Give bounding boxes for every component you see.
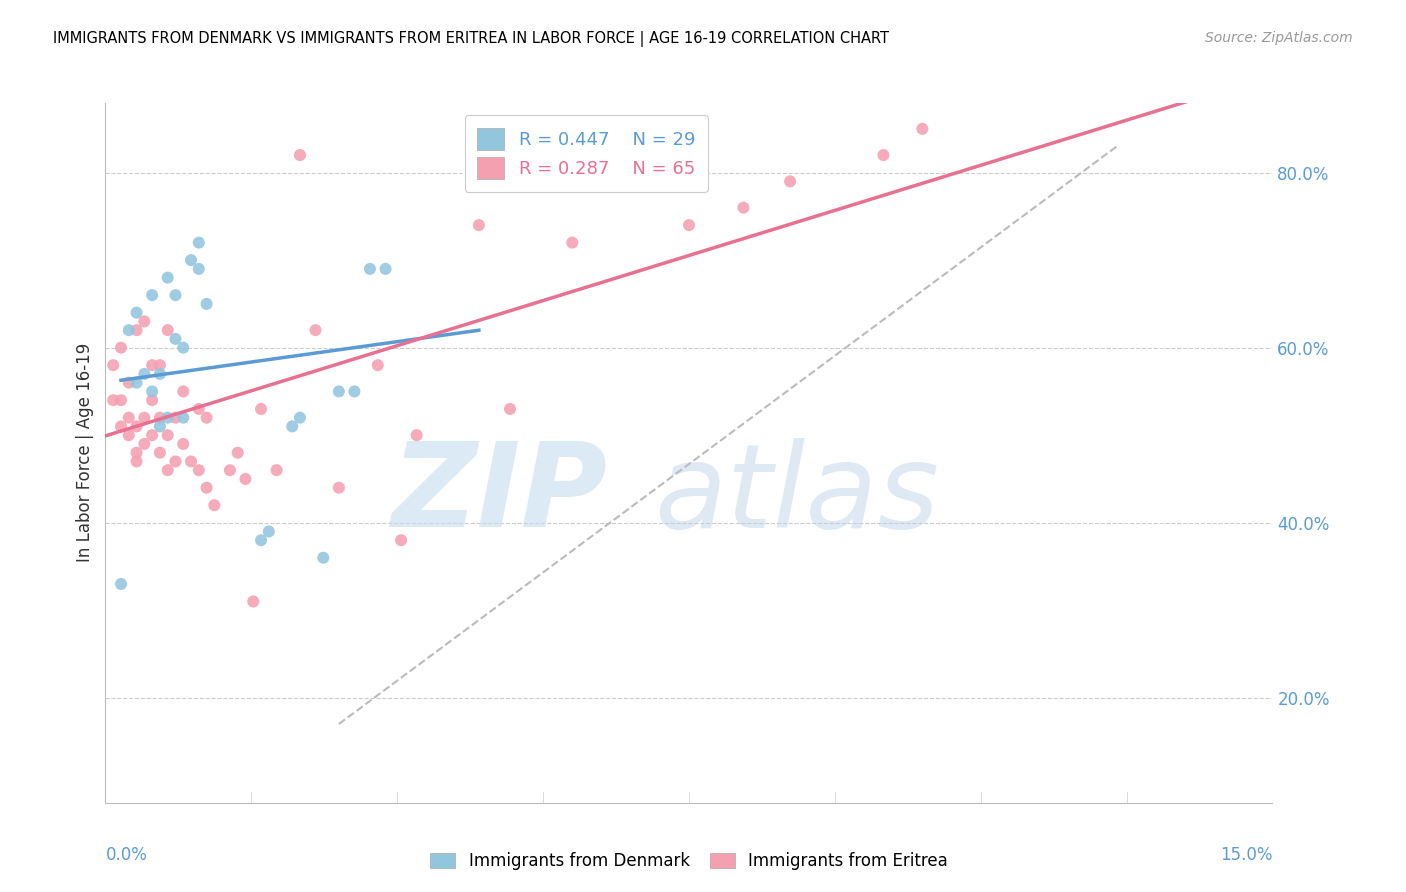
Point [219, 463, 242, 477]
Point [235, 472, 257, 486]
Point [172, 341, 194, 355]
Point [468, 218, 491, 232]
Point [281, 419, 304, 434]
Point [156, 428, 179, 442]
Point [288, 148, 311, 162]
Text: 0.0%: 0.0% [105, 846, 148, 863]
Point [103, 358, 125, 372]
Point [172, 384, 194, 399]
Point [149, 410, 172, 425]
Point [118, 376, 141, 390]
Point [149, 419, 172, 434]
Legend: Immigrants from Denmark, Immigrants from Eritrea: Immigrants from Denmark, Immigrants from… [423, 846, 955, 877]
Point [250, 533, 273, 548]
Point [110, 419, 132, 434]
Point [187, 463, 209, 477]
Point [165, 288, 187, 302]
Point [779, 174, 801, 188]
Point [125, 306, 148, 320]
Point [872, 148, 894, 162]
Point [367, 358, 389, 372]
Point [141, 358, 163, 372]
Point [561, 235, 583, 250]
Point [125, 446, 148, 460]
Point [110, 393, 132, 408]
Point [288, 410, 311, 425]
Point [125, 454, 148, 468]
Text: atlas: atlas [654, 438, 939, 552]
Point [468, 166, 491, 180]
Point [226, 446, 249, 460]
Point [141, 393, 163, 408]
Legend: R = 0.447    N = 29, R = 0.287    N = 65: R = 0.447 N = 29, R = 0.287 N = 65 [464, 115, 707, 192]
Point [149, 446, 172, 460]
Point [328, 384, 350, 399]
Point [141, 428, 163, 442]
Point [165, 454, 187, 468]
Point [187, 235, 209, 250]
Point [165, 332, 187, 346]
Point [172, 437, 194, 451]
Point [312, 550, 335, 565]
Point [134, 410, 156, 425]
Point [187, 401, 209, 416]
Point [118, 78, 141, 92]
Point [134, 314, 156, 328]
Point [328, 481, 350, 495]
Point [180, 454, 202, 468]
Point [195, 481, 218, 495]
Point [678, 218, 700, 232]
Point [257, 524, 280, 539]
Point [110, 341, 132, 355]
Point [187, 261, 209, 276]
Point [141, 384, 163, 399]
Point [242, 594, 264, 608]
Point [911, 121, 934, 136]
Point [156, 323, 179, 337]
Point [118, 323, 141, 337]
Point [156, 270, 179, 285]
Point [156, 463, 179, 477]
Text: IMMIGRANTS FROM DENMARK VS IMMIGRANTS FROM ERITREA IN LABOR FORCE | AGE 16-19 CO: IMMIGRANTS FROM DENMARK VS IMMIGRANTS FR… [53, 31, 890, 47]
Point [195, 410, 218, 425]
Y-axis label: In Labor Force | Age 16-19: In Labor Force | Age 16-19 [76, 343, 94, 562]
Point [103, 393, 125, 408]
Text: Source: ZipAtlas.com: Source: ZipAtlas.com [1205, 31, 1353, 45]
Point [202, 498, 225, 512]
Point [405, 428, 427, 442]
Point [266, 463, 288, 477]
Point [343, 384, 366, 399]
Point [359, 261, 381, 276]
Point [499, 401, 522, 416]
Point [180, 253, 202, 268]
Point [374, 261, 396, 276]
Text: 15.0%: 15.0% [1220, 846, 1272, 863]
Point [141, 288, 163, 302]
Point [304, 323, 326, 337]
Point [165, 410, 187, 425]
Text: ZIP: ZIP [391, 437, 607, 552]
Point [118, 410, 141, 425]
Point [156, 410, 179, 425]
Point [389, 533, 412, 548]
Point [125, 323, 148, 337]
Point [250, 401, 273, 416]
Point [195, 297, 218, 311]
Point [134, 437, 156, 451]
Point [125, 376, 148, 390]
Point [118, 428, 141, 442]
Point [172, 410, 194, 425]
Point [134, 367, 156, 381]
Point [125, 419, 148, 434]
Point [110, 577, 132, 591]
Point [149, 358, 172, 372]
Point [149, 367, 172, 381]
Point [733, 201, 755, 215]
